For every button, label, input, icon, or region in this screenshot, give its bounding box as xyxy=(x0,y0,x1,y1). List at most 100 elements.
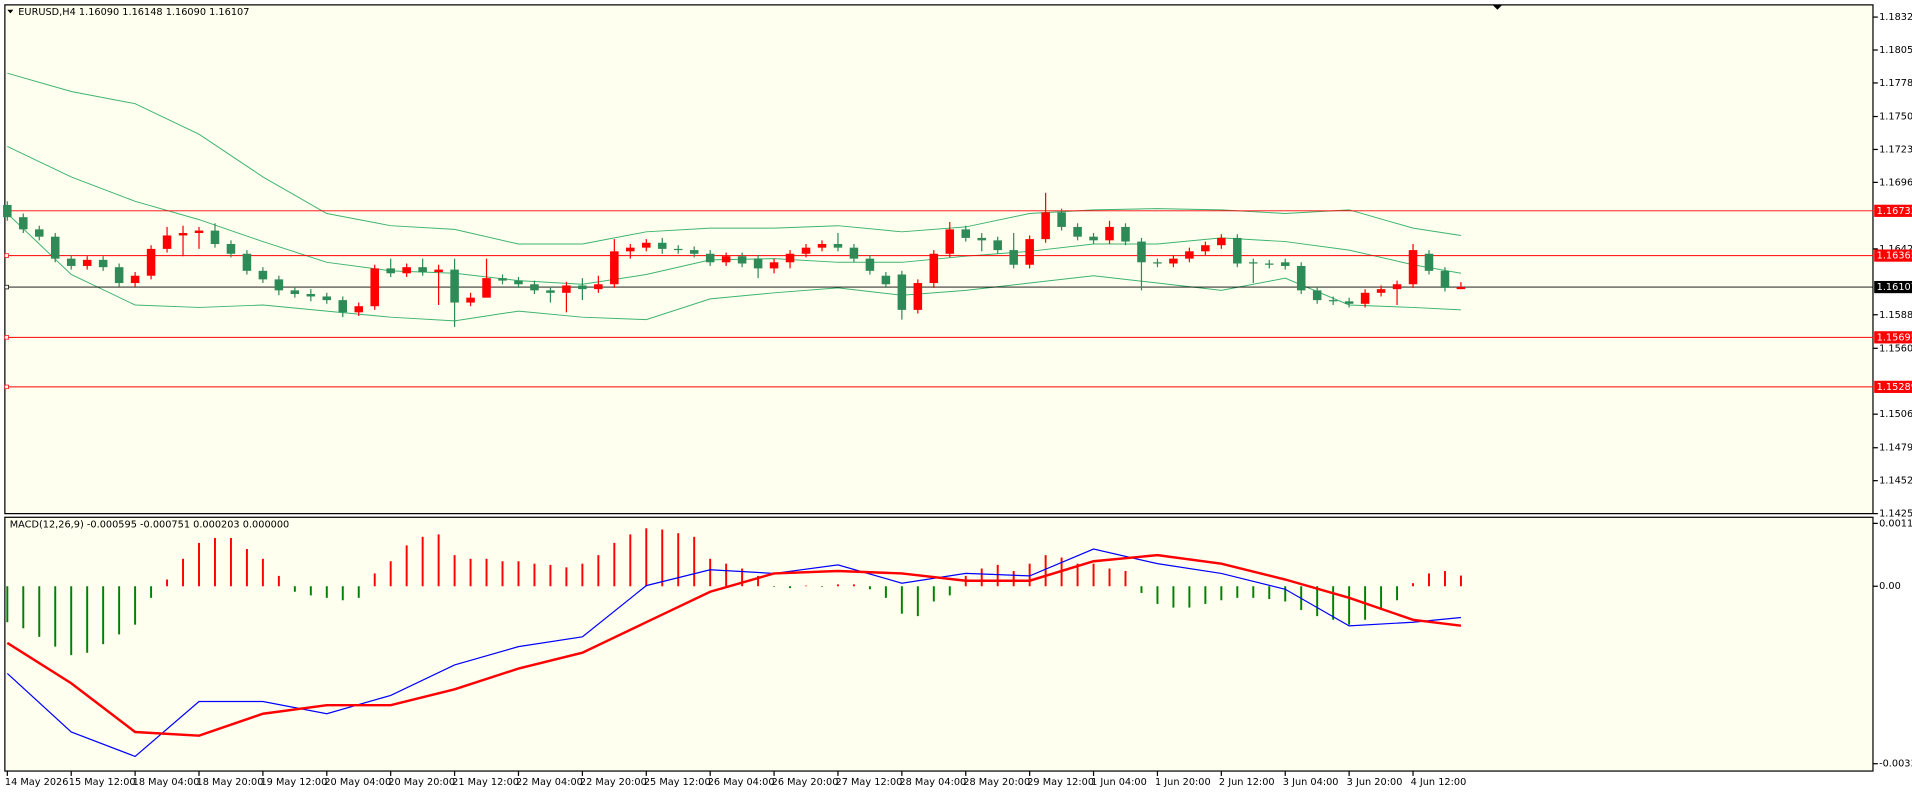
candle-body xyxy=(578,285,587,290)
level-label-box xyxy=(1874,331,1912,344)
candle-body xyxy=(913,283,923,310)
candle-body xyxy=(594,284,603,290)
level-label: 1.15695 xyxy=(1877,332,1912,343)
candle-body xyxy=(50,236,60,259)
candle-body xyxy=(929,253,939,284)
y-tick-label: 1.15605 xyxy=(1879,343,1912,354)
candle-body xyxy=(1296,265,1306,291)
candle-body xyxy=(386,268,395,274)
candle-body xyxy=(290,290,300,295)
y-tick-label: -0.00338 xyxy=(1879,759,1912,770)
candle-body xyxy=(82,259,92,266)
candle-body xyxy=(1408,250,1418,285)
y-tick-label: 1.14250 xyxy=(1879,509,1912,520)
candle-body xyxy=(1137,241,1146,263)
candle-body xyxy=(769,262,779,269)
candle-body xyxy=(3,204,12,218)
x-tick-label: 14 May 2026 xyxy=(5,777,69,788)
candle-body xyxy=(98,259,108,268)
candle-body xyxy=(194,230,204,234)
candle-body xyxy=(961,229,971,238)
candle-body xyxy=(562,285,571,293)
candle-body xyxy=(1201,245,1210,252)
x-tick-label: 19 May 12:00 xyxy=(260,777,327,788)
macd-line xyxy=(6,553,1462,737)
y-tick-label: 1.18320 xyxy=(1879,12,1912,23)
candle-body xyxy=(530,284,539,291)
candle-body xyxy=(34,229,44,237)
level-label-box xyxy=(1874,380,1912,393)
candle-body xyxy=(993,240,1002,251)
candle-body xyxy=(274,279,284,291)
x-tick-label: 1 Jun 04:00 xyxy=(1091,777,1147,788)
level-label: 1.15289 xyxy=(1877,382,1912,393)
candle-body xyxy=(1073,226,1082,237)
candle-body xyxy=(1105,226,1114,241)
y-tick-label: 1.14520 xyxy=(1879,476,1912,487)
candle-body xyxy=(689,250,699,254)
candle-body xyxy=(753,258,763,269)
y-tick-label: 1.16420 xyxy=(1879,244,1912,255)
chart-title: EURUSD,H4 1.16090 1.16148 1.16090 1.1610… xyxy=(18,7,249,18)
y-tick-label: 1.15065 xyxy=(1879,409,1912,420)
candle-body xyxy=(1392,284,1402,290)
y-tick-label: 1.17235 xyxy=(1879,144,1912,155)
plot-layer: 1.18320 1.18050 1.17780 1.17505 1.17235 1.169… xyxy=(3,12,1912,788)
candle-body xyxy=(178,233,188,236)
level-label: 1.16365 xyxy=(1877,251,1912,262)
candle-body xyxy=(626,247,635,252)
candle-body xyxy=(258,270,268,280)
candle-body xyxy=(1233,237,1242,264)
level-label-box xyxy=(1874,280,1912,294)
candle-body xyxy=(450,269,459,303)
y-tick-label: 1.17505 xyxy=(1879,112,1912,123)
candle-body xyxy=(146,248,156,276)
candle-body xyxy=(1009,250,1018,265)
level-label-box xyxy=(1874,204,1912,217)
y-tick-label: 1.18050 xyxy=(1879,45,1912,56)
macd-panel xyxy=(4,516,1874,772)
candle-body xyxy=(1312,290,1322,301)
candle-body xyxy=(833,244,843,248)
candle-body xyxy=(354,306,364,313)
candle-body xyxy=(881,275,891,285)
shift-marker[interactable] xyxy=(1492,4,1503,10)
x-tick-label: 18 May 20:00 xyxy=(197,777,264,788)
candle-body xyxy=(434,269,443,273)
x-tick-label: 22 May 20:00 xyxy=(580,777,647,788)
candle-body xyxy=(1424,253,1434,271)
candle-body xyxy=(1360,292,1370,304)
candle-body xyxy=(610,251,619,285)
x-tick-label: 20 May 04:00 xyxy=(324,777,391,788)
level-anchor xyxy=(4,335,9,340)
candle-body xyxy=(642,242,651,248)
level-label: 1.16732 xyxy=(1877,206,1912,217)
candle-body xyxy=(1440,270,1450,288)
macd-title: MACD(12,26,9) -0.000595 -0.000751 0.0002… xyxy=(10,520,290,531)
level-anchor xyxy=(4,384,9,390)
candle-body xyxy=(130,275,140,284)
x-tick-label: 28 May 04:00 xyxy=(899,777,966,788)
candle-body xyxy=(402,267,411,274)
candle-body xyxy=(19,217,28,230)
candle-body xyxy=(1344,301,1354,304)
level-label: 1.16107 xyxy=(1877,282,1912,293)
candle-body xyxy=(1280,262,1290,266)
menu-arrow[interactable] xyxy=(7,9,14,14)
candle-body xyxy=(338,300,348,313)
candle-body xyxy=(849,247,859,259)
candle-body xyxy=(1041,212,1050,240)
candle-body xyxy=(1089,236,1098,241)
candle-body xyxy=(817,244,827,248)
candle-body xyxy=(306,294,316,297)
x-tick-label: 29 May 12:00 xyxy=(1027,777,1094,788)
candle-body xyxy=(673,248,683,251)
candle-body xyxy=(785,253,795,263)
candle-body xyxy=(1153,262,1162,264)
level-anchor xyxy=(4,253,9,258)
y-tick-label: 1.14790 xyxy=(1879,443,1912,454)
candle-body xyxy=(945,229,955,254)
candle-body xyxy=(114,267,124,284)
x-tick-label: 2 Jun 12:00 xyxy=(1219,777,1275,788)
